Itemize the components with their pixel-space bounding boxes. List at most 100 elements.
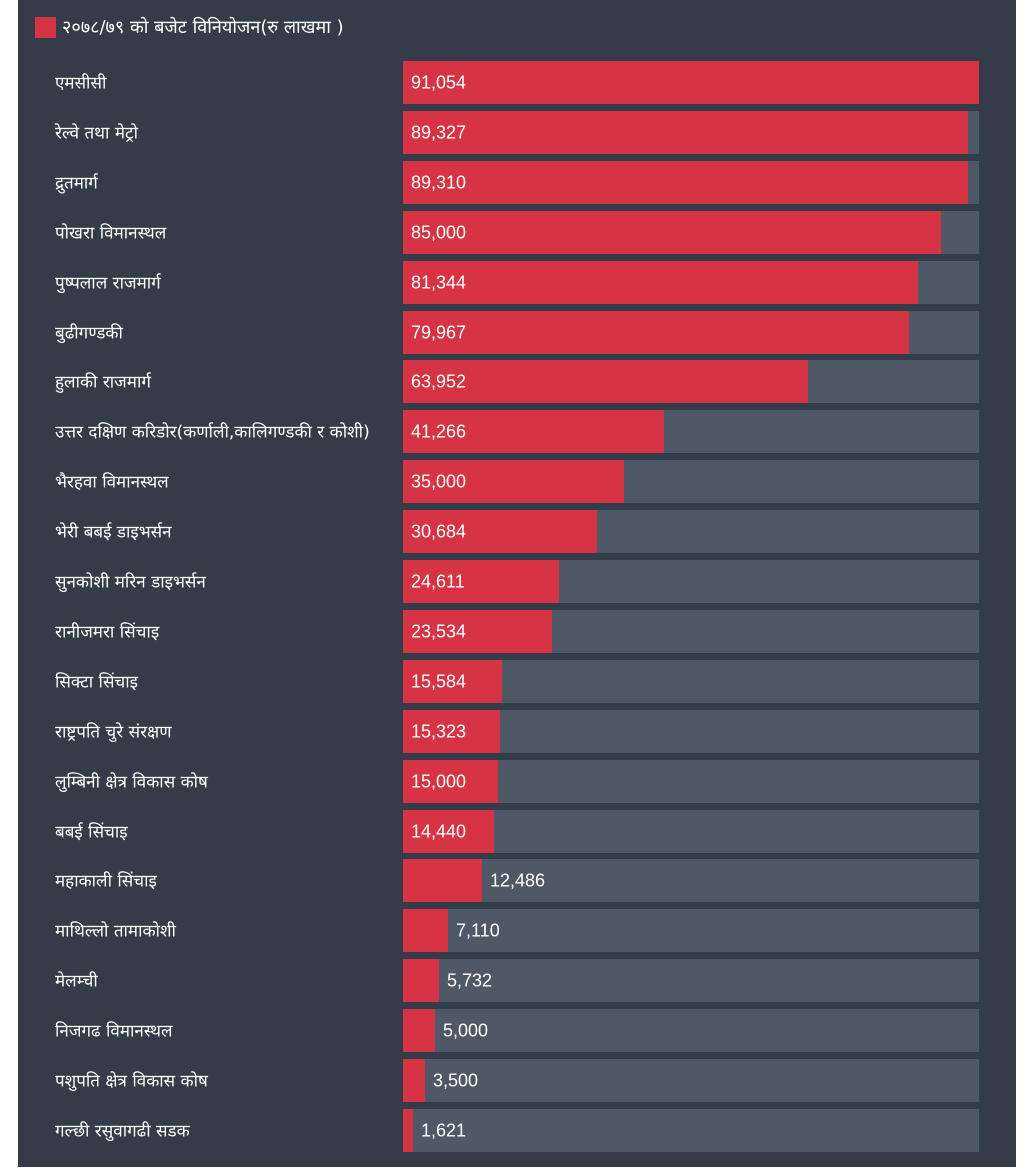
value-label: 79,967	[411, 323, 466, 343]
bar-row: गल्छी रसुवागढी सडक 1,621	[55, 1109, 979, 1152]
bar	[403, 510, 597, 553]
category-label: एमसीसी	[55, 73, 107, 94]
category-label: सुनकोशी मरिन डाइभर्सन	[55, 572, 206, 593]
value-label: 15,323	[411, 722, 466, 742]
legend-label: २०७८/७९ को बजेट विनियोजन(रु लाखमा )	[62, 17, 344, 38]
bar-track	[403, 810, 979, 853]
bar-row: सिक्टा सिंचाइ 15,584	[55, 660, 979, 703]
bar	[403, 959, 439, 1002]
category-label: हुलाकी राजमार्ग	[55, 372, 152, 394]
value-label: 23,534	[411, 622, 466, 642]
bar	[403, 111, 968, 154]
bar	[403, 261, 918, 304]
value-label: 91,054	[411, 73, 466, 93]
value-label: 41,266	[411, 422, 466, 442]
value-label: 35,000	[411, 472, 466, 492]
bar-track	[403, 1109, 979, 1152]
value-label: 5,000	[443, 1021, 488, 1041]
bar-row: लुम्बिनी क्षेत्र विकास कोष 15,000	[55, 760, 979, 803]
bar-track	[403, 959, 979, 1002]
bar	[403, 810, 494, 853]
bar-track	[403, 1059, 979, 1102]
bar-row: रानीजमरा सिंचाइ 23,534	[55, 610, 979, 653]
bar	[403, 161, 968, 204]
value-label: 7,110	[456, 921, 500, 941]
value-label: 85,000	[411, 223, 466, 243]
bar-row: पुष्पलाल राजमार्ग 81,344	[55, 261, 979, 304]
bar-track	[403, 760, 979, 803]
category-label: निजगढ विमानस्थल	[55, 1021, 173, 1042]
category-label: महाकाली सिंचाइ	[55, 871, 157, 892]
bar	[403, 710, 500, 753]
bar	[403, 610, 552, 653]
value-label: 24,611	[411, 572, 465, 592]
category-label: द्रुतमार्ग	[55, 173, 99, 194]
bar	[403, 360, 808, 403]
category-label: माथिल्लो तामाकोशी	[55, 921, 177, 942]
bar-row: एमसीसी 91,054	[55, 61, 979, 104]
bar	[403, 1109, 413, 1152]
bar-row: बुढीगण्डकी 79,967	[55, 311, 979, 354]
value-label: 14,440	[411, 822, 466, 842]
bar	[403, 1009, 435, 1052]
bar-row: भैरहवा विमानस्थल 35,000	[55, 460, 979, 503]
bar-row: हुलाकी राजमार्ग 63,952	[55, 360, 979, 403]
bar	[403, 1059, 425, 1102]
bar-row: माथिल्लो तामाकोशी 7,110	[55, 909, 979, 952]
legend-swatch	[35, 16, 56, 38]
category-label: पोखरा विमानस्थल	[55, 223, 167, 244]
bar-row: द्रुतमार्ग 89,310	[55, 161, 979, 204]
bar	[403, 859, 482, 902]
bar	[403, 909, 448, 952]
category-label: रेल्वे तथा मेट्रो	[54, 123, 139, 144]
bar-row: मेलम्ची 5,732	[55, 959, 979, 1002]
value-label: 63,952	[411, 372, 466, 392]
category-label: भैरहवा विमानस्थल	[55, 472, 169, 493]
category-label: सिक्टा सिंचाइ	[55, 672, 139, 693]
bar	[403, 61, 979, 104]
value-label: 89,310	[411, 173, 466, 193]
value-label: 5,732	[447, 971, 492, 991]
value-label: 81,344	[411, 273, 466, 293]
category-label: उत्तर दक्षिण करिडोर(कर्णाली,कालिगण्डकी र…	[55, 422, 370, 443]
category-label: पुष्पलाल राजमार्ग	[55, 273, 162, 294]
bar	[403, 660, 502, 703]
category-label: राष्ट्रपति चुरे संरक्षण	[55, 722, 172, 743]
value-label: 12,486	[490, 871, 545, 891]
value-label: 15,584	[411, 672, 466, 692]
bar-row: राष्ट्रपति चुरे संरक्षण 15,323	[55, 710, 979, 753]
bar	[403, 410, 664, 453]
bar-row: बबई सिंचाइ 14,440	[55, 810, 979, 853]
bar-row: सुनकोशी मरिन डाइभर्सन 24,611	[55, 560, 979, 603]
category-label: भेरी बबई डाइभर्सन	[55, 522, 172, 543]
bar-row: रेल्वे तथा मेट्रो 89,327	[54, 111, 979, 154]
category-label: मेलम्ची	[55, 971, 98, 992]
bar	[403, 560, 559, 603]
bar-row: उत्तर दक्षिण करिडोर(कर्णाली,कालिगण्डकी र…	[55, 410, 979, 453]
category-label: पशुपति क्षेत्र विकास कोष	[55, 1071, 209, 1092]
value-label: 89,327	[411, 123, 466, 143]
bar	[403, 760, 498, 803]
category-label: गल्छी रसुवागढी सडक	[55, 1121, 191, 1142]
category-label: बबई सिंचाइ	[55, 822, 128, 843]
category-label: बुढीगण्डकी	[55, 323, 123, 344]
bar	[403, 311, 909, 354]
bar-row: निजगढ विमानस्थल 5,000	[55, 1009, 979, 1052]
bar	[403, 211, 941, 254]
value-label: 30,684	[411, 522, 466, 542]
category-label: रानीजमरा सिंचाइ	[55, 622, 160, 643]
bar-track	[403, 859, 979, 902]
bar	[403, 460, 624, 503]
bar-track	[403, 909, 979, 952]
bar-row: महाकाली सिंचाइ 12,486	[55, 859, 979, 902]
value-label: 15,000	[411, 772, 466, 792]
chart-legend: २०७८/७९ को बजेट विनियोजन(रु लाखमा )	[35, 14, 344, 40]
bar-row: पोखरा विमानस्थल 85,000	[55, 211, 979, 254]
bar-track	[403, 1009, 979, 1052]
category-label: लुम्बिनी क्षेत्र विकास कोष	[55, 772, 209, 793]
value-label: 3,500	[433, 1071, 478, 1091]
value-label: 1,621	[421, 1121, 466, 1141]
bar-row: पशुपति क्षेत्र विकास कोष 3,500	[55, 1059, 979, 1102]
bar-row: भेरी बबई डाइभर्सन 30,684	[55, 510, 979, 553]
